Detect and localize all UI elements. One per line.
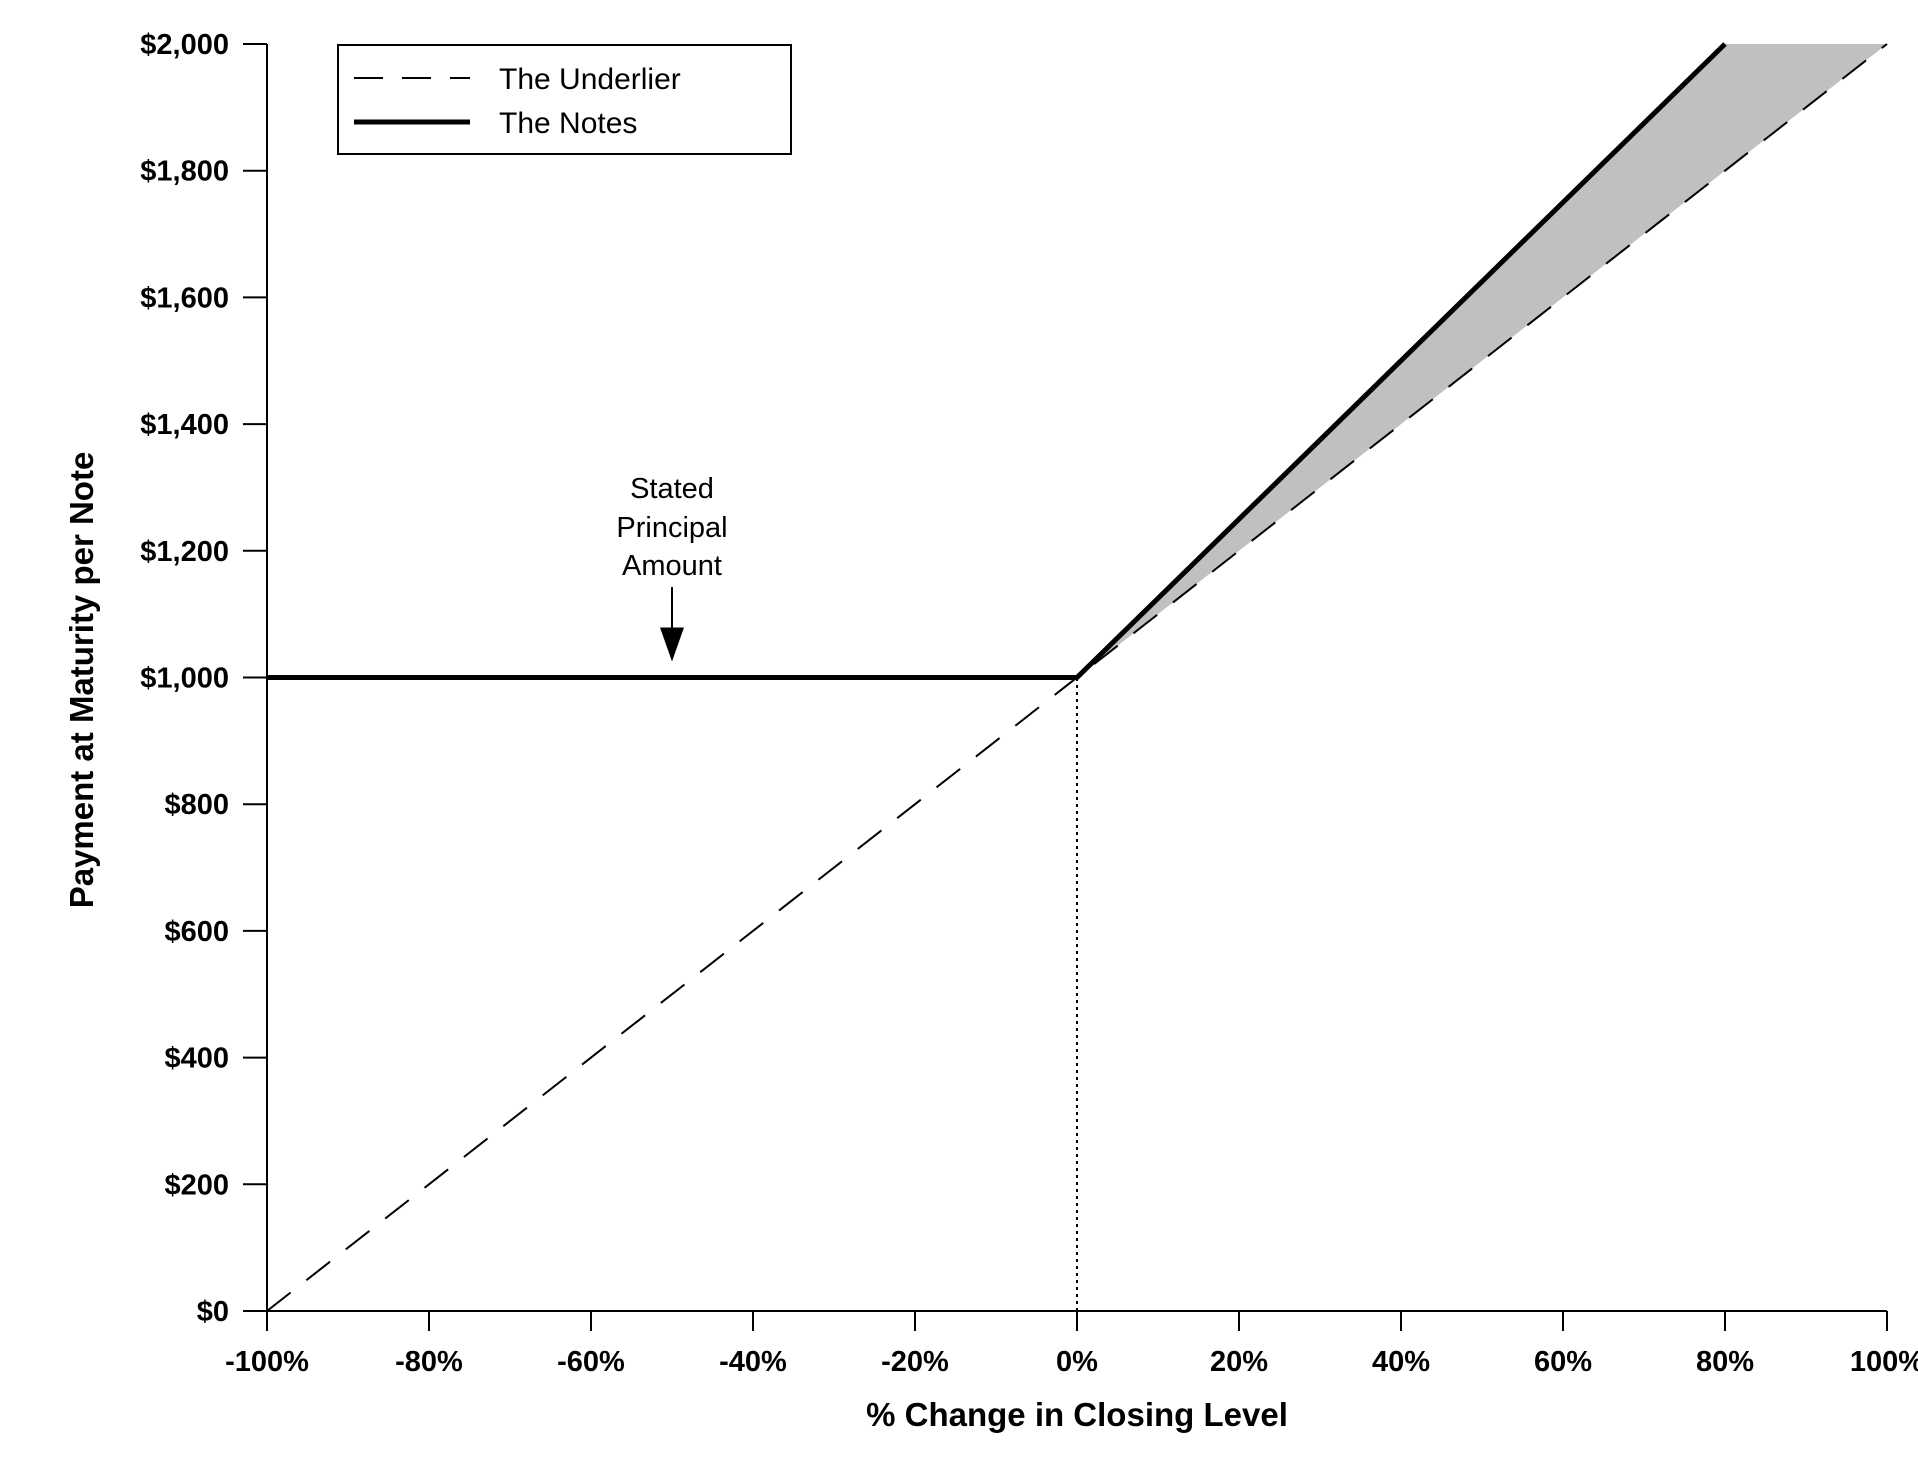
series-layer (266, 42, 1888, 1312)
y-tick-label: $2,000 (140, 29, 229, 61)
x-tick-label: 40% (1372, 1346, 1430, 1378)
x-tick-label: 80% (1696, 1346, 1754, 1378)
y-tick-label: $400 (164, 1043, 229, 1075)
x-tick-label: 60% (1534, 1346, 1592, 1378)
legend-label-notes: The Notes (499, 107, 637, 140)
annotation-line-1: Stated (630, 473, 714, 505)
y-tick-label: $600 (164, 916, 229, 948)
y-tick-label: $1,600 (140, 282, 229, 314)
x-axis-title: % Change in Closing Level (866, 1396, 1288, 1433)
x-tick-label: -40% (719, 1346, 787, 1378)
upside-shaded-region-layer (1077, 44, 1887, 678)
y-axis-title: Payment at Maturity per Note (63, 452, 100, 909)
x-tick-label: -80% (395, 1346, 463, 1378)
series-line-notes (267, 42, 1727, 680)
x-tick-label: -100% (225, 1346, 309, 1378)
y-tick-label: $800 (164, 789, 229, 821)
upside-shaded-region (1077, 44, 1887, 678)
x-tick-label: 0% (1056, 1346, 1098, 1378)
y-tick-label: $200 (164, 1169, 229, 1201)
y-tick-label: $1,400 (140, 409, 229, 441)
legend-box (337, 44, 792, 155)
ticks-layer: $0 $200 $400 $600 $800 $1,000 $1,200 $1,400 $1,6… (140, 29, 1918, 1378)
legend-label-underlier: The Underlier (499, 63, 681, 96)
annotation-line-3: Amount (622, 550, 722, 582)
x-tick-label: -60% (557, 1346, 625, 1378)
legend: The Underlier The Notes (337, 44, 792, 155)
x-tick-label: 20% (1210, 1346, 1268, 1378)
annotation-arrow-head (660, 627, 684, 662)
y-tick-label: $1,200 (140, 536, 229, 568)
y-tick-label: $0 (197, 1296, 229, 1328)
annotation-arrow (660, 587, 684, 662)
annotation-stated-principal: Stated Principal Amount (616, 473, 728, 662)
x-tick-label: -20% (881, 1346, 949, 1378)
y-tick-label: $1,000 (140, 663, 229, 695)
y-tick-label: $1,800 (140, 156, 229, 188)
annotation-line-2: Principal (616, 512, 727, 544)
x-tick-label: 100% (1850, 1346, 1918, 1378)
